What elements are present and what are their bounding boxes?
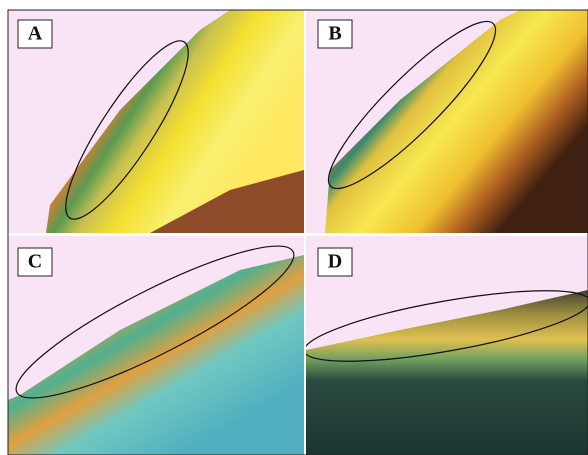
panel-label: D [328, 251, 342, 273]
figure: A B C D [0, 0, 588, 455]
panel-label: C [28, 251, 42, 273]
panel-label: A [28, 23, 43, 45]
page: A B C D (() => { const data = JSON.parse… [0, 0, 588, 455]
panel-label: B [328, 23, 341, 45]
